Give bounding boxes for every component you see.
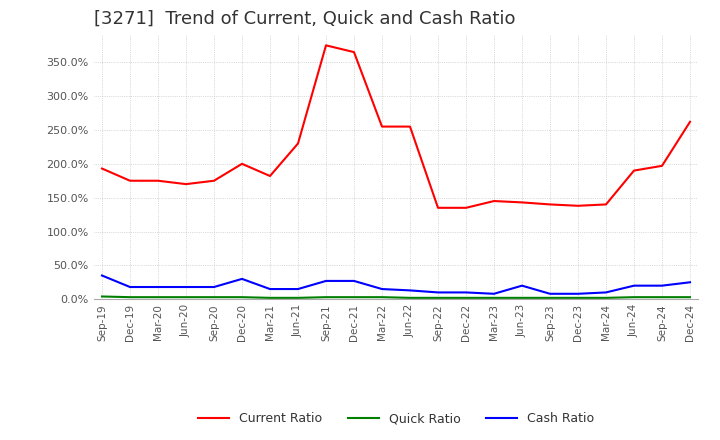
Current Ratio xyxy=(294,141,302,146)
Current Ratio xyxy=(630,168,639,173)
Quick Ratio xyxy=(462,295,470,301)
Quick Ratio xyxy=(518,295,526,301)
Quick Ratio xyxy=(238,294,246,300)
Current Ratio xyxy=(350,49,359,55)
Current Ratio xyxy=(490,198,498,204)
Quick Ratio xyxy=(98,294,107,299)
Current Ratio xyxy=(266,173,274,179)
Cash Ratio xyxy=(518,283,526,288)
Cash Ratio xyxy=(181,284,190,290)
Current Ratio xyxy=(181,181,190,187)
Quick Ratio xyxy=(210,294,218,300)
Current Ratio xyxy=(153,178,162,183)
Current Ratio xyxy=(405,124,414,129)
Current Ratio xyxy=(685,119,694,125)
Quick Ratio xyxy=(153,294,162,300)
Cash Ratio xyxy=(126,284,135,290)
Current Ratio xyxy=(98,166,107,171)
Current Ratio xyxy=(546,202,554,207)
Quick Ratio xyxy=(574,295,582,301)
Quick Ratio xyxy=(657,294,666,300)
Quick Ratio xyxy=(685,294,694,300)
Current Ratio xyxy=(433,205,442,210)
Current Ratio xyxy=(378,124,387,129)
Quick Ratio xyxy=(405,295,414,301)
Quick Ratio xyxy=(322,294,330,300)
Quick Ratio xyxy=(433,295,442,301)
Cash Ratio xyxy=(490,291,498,297)
Line: Current Ratio: Current Ratio xyxy=(102,45,690,208)
Quick Ratio xyxy=(350,294,359,300)
Cash Ratio xyxy=(462,290,470,295)
Current Ratio xyxy=(657,163,666,169)
Cash Ratio xyxy=(238,276,246,282)
Cash Ratio xyxy=(98,273,107,278)
Current Ratio xyxy=(602,202,611,207)
Quick Ratio xyxy=(602,295,611,301)
Quick Ratio xyxy=(126,294,135,300)
Cash Ratio xyxy=(266,286,274,292)
Quick Ratio xyxy=(546,295,554,301)
Cash Ratio xyxy=(602,290,611,295)
Quick Ratio xyxy=(378,294,387,300)
Cash Ratio xyxy=(378,286,387,292)
Current Ratio xyxy=(462,205,470,210)
Current Ratio xyxy=(238,161,246,166)
Quick Ratio xyxy=(181,294,190,300)
Current Ratio xyxy=(322,43,330,48)
Quick Ratio xyxy=(294,295,302,301)
Cash Ratio xyxy=(433,290,442,295)
Line: Cash Ratio: Cash Ratio xyxy=(102,275,690,294)
Cash Ratio xyxy=(546,291,554,297)
Line: Quick Ratio: Quick Ratio xyxy=(102,297,690,298)
Current Ratio xyxy=(210,178,218,183)
Cash Ratio xyxy=(153,284,162,290)
Quick Ratio xyxy=(490,295,498,301)
Current Ratio xyxy=(518,200,526,205)
Cash Ratio xyxy=(405,288,414,293)
Quick Ratio xyxy=(630,294,639,300)
Cash Ratio xyxy=(322,278,330,283)
Text: [3271]  Trend of Current, Quick and Cash Ratio: [3271] Trend of Current, Quick and Cash … xyxy=(94,10,515,28)
Legend: Current Ratio, Quick Ratio, Cash Ratio: Current Ratio, Quick Ratio, Cash Ratio xyxy=(193,407,599,430)
Current Ratio xyxy=(126,178,135,183)
Cash Ratio xyxy=(574,291,582,297)
Current Ratio xyxy=(574,203,582,209)
Cash Ratio xyxy=(630,283,639,288)
Cash Ratio xyxy=(294,286,302,292)
Cash Ratio xyxy=(685,280,694,285)
Cash Ratio xyxy=(350,278,359,283)
Quick Ratio xyxy=(266,295,274,301)
Cash Ratio xyxy=(210,284,218,290)
Cash Ratio xyxy=(657,283,666,288)
